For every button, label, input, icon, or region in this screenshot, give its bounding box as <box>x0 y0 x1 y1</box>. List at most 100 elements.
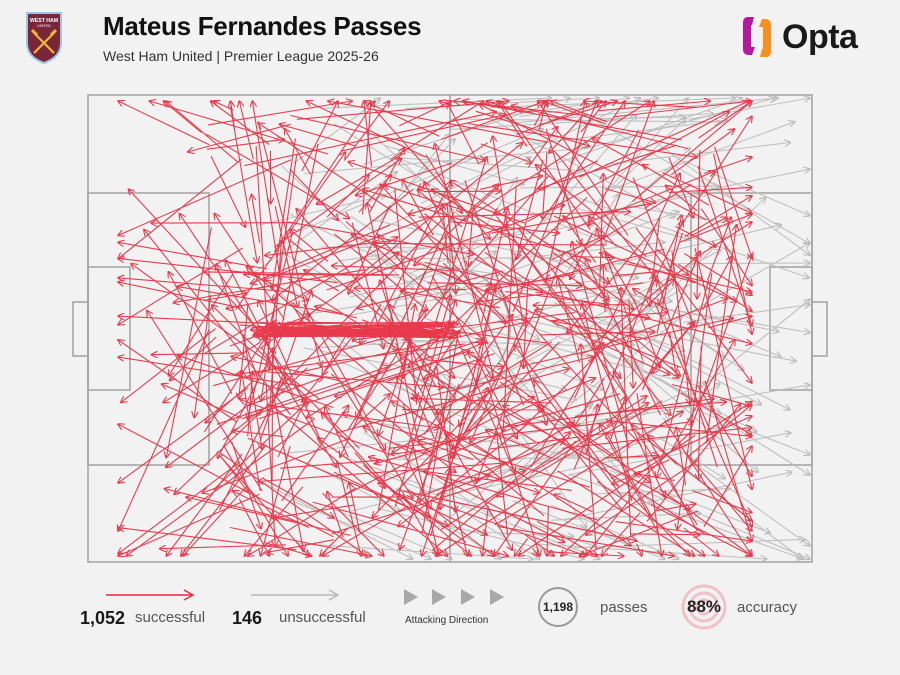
pass-arrow <box>244 112 496 167</box>
pass-arrow <box>574 378 605 426</box>
pass-arrow <box>211 101 270 145</box>
pass-arrow <box>655 504 696 512</box>
pass-arrow <box>306 335 439 418</box>
pass-arrow <box>494 160 598 214</box>
pass-arrow <box>402 179 434 236</box>
pass-arrow <box>703 446 752 527</box>
pass-arrow <box>707 217 732 281</box>
pass-arrow <box>363 189 592 261</box>
pass-arrow <box>285 129 312 175</box>
pass-arrow <box>177 355 334 409</box>
pass-arrow <box>332 266 453 272</box>
pass-arrow <box>527 112 729 222</box>
pass-arrow <box>364 101 440 137</box>
pass-arrow <box>556 98 742 164</box>
pass-arrow <box>375 393 621 464</box>
pass-arrow <box>292 500 431 559</box>
pass-arrow <box>212 401 308 491</box>
pass-arrow <box>188 123 291 152</box>
pass-arrow <box>538 101 617 126</box>
pass-arrow <box>352 394 390 429</box>
pass-arrow <box>689 255 752 432</box>
pass-arrow <box>118 528 297 551</box>
pass-arrow <box>538 144 677 189</box>
pass-arrow <box>379 338 599 346</box>
pass-arrow <box>604 187 656 203</box>
pass-arrow <box>430 468 450 537</box>
pass-arrow <box>118 159 292 236</box>
pass-arrow <box>537 405 623 511</box>
pass-arrow <box>279 124 356 147</box>
pass-arrow <box>325 406 349 458</box>
pass-arrow <box>304 270 339 292</box>
pass-arrow <box>561 428 752 449</box>
total-passes-badge: 1,198 <box>538 587 578 627</box>
pass-arrow <box>588 129 640 226</box>
pass-arrow <box>670 129 735 176</box>
pass-arrow <box>261 445 291 556</box>
pass-arrow <box>218 454 309 556</box>
pass-arrow <box>505 290 609 305</box>
total-passes-value: 1,198 <box>542 600 574 614</box>
pass-arrow <box>535 165 647 257</box>
pass-arrow <box>659 437 726 479</box>
pass-arrow <box>394 188 416 399</box>
pass-arrow <box>149 101 329 155</box>
pass-arrow <box>633 298 660 368</box>
pass-arrow <box>183 485 248 556</box>
pass-arrow <box>357 270 503 308</box>
pass-arrow <box>118 329 210 531</box>
pass-arrow <box>118 158 242 259</box>
pass-arrow <box>420 327 549 344</box>
pass-arrow <box>520 186 719 188</box>
pass-arrow <box>229 315 310 347</box>
svg-text:WEST HAM: WEST HAM <box>30 18 58 24</box>
pass-arrow <box>177 286 343 315</box>
pass-arrow <box>423 440 564 496</box>
pass-arrow <box>518 434 696 556</box>
pass-arrow <box>170 336 217 380</box>
pass-arrow <box>632 177 694 327</box>
pass-arrow <box>144 229 292 416</box>
pass-arrow <box>578 101 749 178</box>
pass-arrow <box>531 403 649 474</box>
pass-arrow <box>118 259 338 284</box>
pass-arrow <box>194 294 212 418</box>
pass-arrow <box>126 418 316 557</box>
pass-arrow <box>677 263 752 311</box>
passes-label: passes <box>600 599 648 616</box>
pass-arrow <box>436 475 565 542</box>
pass-arrow <box>169 274 233 376</box>
pass-arrow <box>615 521 752 542</box>
successful-passes <box>118 101 752 556</box>
pass-arrow <box>558 277 581 363</box>
pass-arrow <box>350 270 455 298</box>
pass-arrow <box>166 380 281 467</box>
pass-arrow <box>606 455 659 458</box>
pass-arrow <box>642 165 709 206</box>
pass-arrow <box>550 504 679 559</box>
pass-arrow <box>714 146 752 259</box>
pass-arrow <box>315 306 358 319</box>
pass-arrow <box>599 424 660 535</box>
pass-arrow <box>555 194 619 290</box>
pass-arrow <box>567 171 715 232</box>
pass-arrow <box>471 442 631 546</box>
pass-arrow <box>303 303 386 450</box>
pass-arrow <box>601 512 641 556</box>
pass-arrow <box>402 403 438 556</box>
unsuccessful-label: unsuccessful <box>279 609 366 626</box>
pass-arrow <box>544 101 585 283</box>
pass-arrow <box>335 369 569 434</box>
opta-mark-icon <box>743 17 771 57</box>
pass-arrow <box>280 460 379 469</box>
pass-arrow <box>632 101 752 202</box>
pass-arrow <box>221 457 248 493</box>
pass-arrow <box>246 267 424 422</box>
pass-arrow <box>261 154 298 401</box>
pass-arrow <box>694 247 752 489</box>
pass-arrow <box>306 101 427 158</box>
accuracy-label: accuracy <box>737 599 798 616</box>
pass-arrow <box>494 440 576 556</box>
pass-arrow <box>586 459 700 535</box>
